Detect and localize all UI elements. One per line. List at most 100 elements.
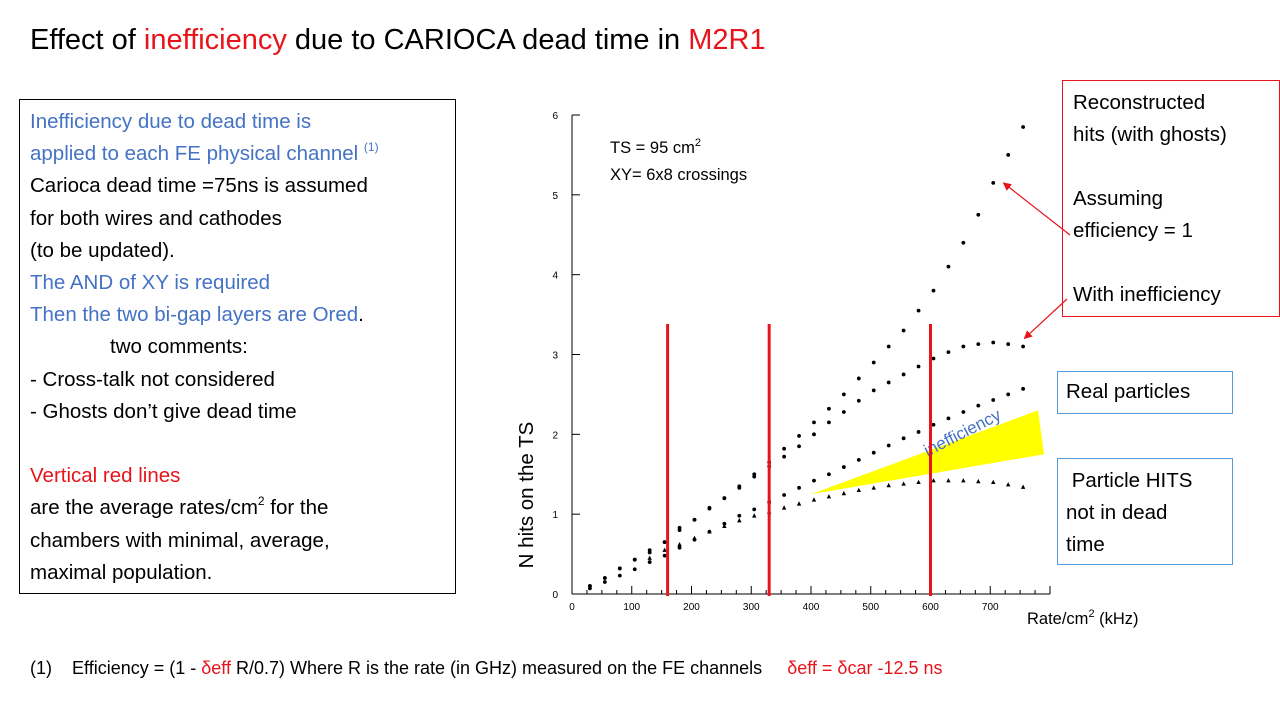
data-point-series-1 bbox=[856, 376, 861, 381]
legend-line: With inefficiency bbox=[1073, 283, 1221, 306]
ts-annotation: TS = 95 cm2 XY= 6x8 crossings bbox=[610, 135, 747, 189]
data-point-series-3 bbox=[961, 410, 966, 414]
data-point-series-4 bbox=[946, 478, 951, 483]
data-point-series-4 bbox=[886, 482, 891, 488]
data-point-series-2 bbox=[871, 388, 876, 393]
data-point-series-4 bbox=[916, 479, 921, 485]
title-part-2: inefficiency bbox=[143, 24, 287, 56]
data-point-series-4 bbox=[976, 478, 981, 484]
data-point-series-3 bbox=[886, 443, 891, 448]
data-point-series-2 bbox=[797, 444, 801, 449]
data-point-series-2 bbox=[991, 340, 996, 345]
data-point-series-2 bbox=[841, 410, 846, 414]
footnote-text: Efficiency = (1 - bbox=[72, 658, 202, 678]
x-tick-label: 0 bbox=[569, 602, 575, 613]
real-particles-box: Real particles bbox=[1057, 371, 1233, 414]
y-tick-label: 4 bbox=[552, 271, 558, 282]
data-point-series-3 bbox=[588, 586, 592, 591]
legend-line: not in dead bbox=[1066, 501, 1168, 524]
x-tick-label: 400 bbox=[803, 602, 820, 613]
data-point-series-1 bbox=[961, 240, 966, 245]
data-point-series-4 bbox=[841, 490, 847, 496]
superscript: 2 bbox=[1088, 608, 1095, 620]
data-point-series-3 bbox=[871, 450, 876, 455]
data-point-series-4 bbox=[737, 518, 742, 523]
legend-line: Assuming bbox=[1073, 187, 1164, 210]
y-tick-label: 2 bbox=[552, 430, 558, 441]
legend-spacer bbox=[1073, 151, 1269, 183]
explanation-line: Vertical red lines bbox=[30, 464, 181, 488]
explanation-line: The AND of XY is required bbox=[30, 271, 271, 295]
x-tick-label: 300 bbox=[743, 602, 760, 613]
explanation-text: are the average rates/cm bbox=[30, 496, 258, 520]
data-point-series-3 bbox=[901, 436, 906, 441]
footnote-formula: δeff = δcar -12.5 ns bbox=[787, 658, 943, 678]
data-point-series-4 bbox=[796, 501, 802, 506]
data-point-series-1 bbox=[976, 212, 981, 217]
data-point-series-3 bbox=[976, 403, 981, 408]
data-point-series-4 bbox=[752, 513, 757, 518]
data-point-series-2 bbox=[632, 557, 637, 562]
data-point-series-4 bbox=[811, 497, 817, 502]
data-point-series-2 bbox=[886, 380, 891, 385]
data-point-series-2 bbox=[647, 550, 652, 555]
x-axis-label-text: Rate/cm bbox=[1027, 610, 1089, 628]
explanation-line: maximal population. bbox=[30, 560, 213, 584]
data-point-series-3 bbox=[737, 513, 742, 518]
data-point-series-4 bbox=[1005, 482, 1011, 487]
legend-line: hits (with ghosts) bbox=[1073, 123, 1227, 146]
explanation-text: for the bbox=[264, 496, 329, 520]
explanation-box: Inefficiency due to dead time is applied… bbox=[19, 99, 456, 594]
data-point-series-4 bbox=[781, 505, 787, 510]
footnote-number: (1) bbox=[30, 658, 52, 678]
data-point-series-2 bbox=[856, 398, 861, 403]
data-point-series-1 bbox=[1006, 153, 1011, 157]
data-point-series-3 bbox=[632, 567, 637, 572]
title-part-3: due to CARIOCA dead time in bbox=[286, 24, 689, 56]
explanation-line: Then the two bi-gap layers are Ored. bbox=[30, 299, 445, 331]
data-point-series-2 bbox=[827, 420, 831, 425]
data-point-series-3 bbox=[662, 553, 667, 558]
data-point-series-1 bbox=[1021, 125, 1026, 129]
y-tick-label: 5 bbox=[552, 191, 558, 202]
data-point-series-4 bbox=[961, 478, 966, 483]
data-point-series-3 bbox=[602, 580, 607, 584]
data-point-series-4 bbox=[931, 478, 936, 483]
x-tick-label: 500 bbox=[862, 602, 879, 613]
explanation-line: Inefficiency due to dead time is bbox=[30, 110, 312, 133]
y-axis-label: N hits on the TS bbox=[515, 421, 538, 569]
data-point-series-2 bbox=[1006, 342, 1011, 347]
data-point-series-2 bbox=[916, 364, 921, 369]
explanation-text: applied to each FE physical channel bbox=[30, 142, 364, 166]
data-point-series-3 bbox=[782, 493, 787, 497]
data-point-series-2 bbox=[1021, 344, 1026, 349]
data-point-series-4 bbox=[647, 555, 652, 560]
data-point-series-4 bbox=[991, 479, 996, 485]
data-point-series-4 bbox=[826, 494, 832, 499]
data-point-series-3 bbox=[812, 478, 816, 483]
y-tick-label: 1 bbox=[552, 510, 558, 521]
data-point-series-3 bbox=[841, 465, 846, 469]
explanation-text: Then the two bi-gap layers are Ored bbox=[30, 303, 359, 327]
data-point-series-3 bbox=[931, 422, 936, 427]
data-point-series-2 bbox=[752, 474, 757, 479]
data-point-series-3 bbox=[916, 430, 921, 434]
explanation-line: (to be updated). bbox=[30, 238, 175, 262]
superscript: 2 bbox=[257, 494, 265, 509]
footnote-ref: (1) bbox=[363, 140, 379, 155]
data-point-series-1 bbox=[946, 264, 951, 269]
ts-area-label: TS = 95 cm2 bbox=[610, 135, 747, 162]
data-point-series-4 bbox=[1020, 484, 1026, 489]
data-point-series-3 bbox=[946, 416, 951, 421]
footnote-delta: δeff bbox=[201, 658, 231, 678]
data-point-series-3 bbox=[991, 398, 996, 402]
explanation-line: are the average rates/cm2 for the bbox=[30, 492, 445, 524]
data-point-series-2 bbox=[602, 576, 607, 580]
data-point-series-2 bbox=[722, 496, 727, 501]
data-point-series-4 bbox=[662, 547, 667, 552]
inefficiency-band bbox=[811, 410, 1045, 495]
explanation-line: chambers with minimal, average, bbox=[30, 528, 330, 552]
title-part-1: Effect of bbox=[30, 24, 144, 56]
data-point-series-2 bbox=[946, 350, 951, 355]
